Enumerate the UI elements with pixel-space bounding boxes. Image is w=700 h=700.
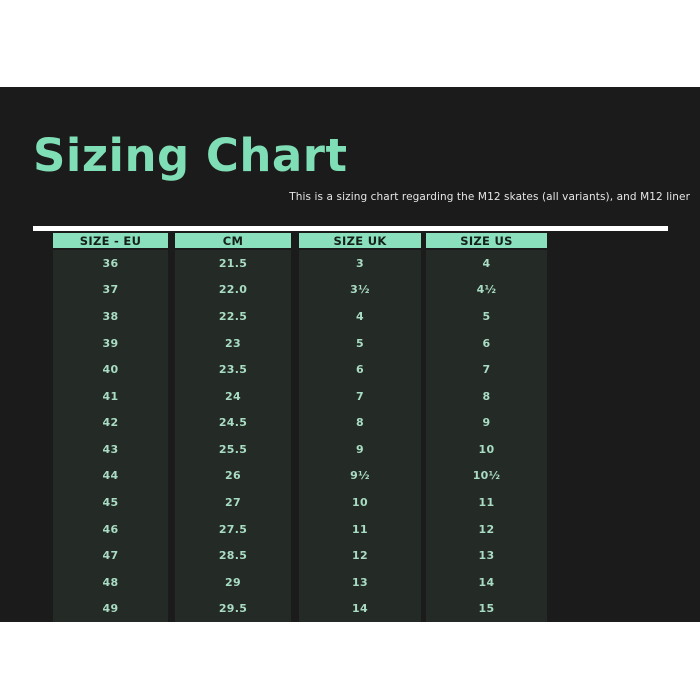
column-header: SIZE - EU — [53, 233, 168, 248]
value-cell: 3 — [356, 256, 364, 270]
column-body: 4 4½ 5 6 7 8 9 10 10½ 11 12 13 14 15 — [426, 250, 547, 622]
value-cell: 10½ — [472, 469, 501, 483]
value-cell: 23 — [225, 336, 241, 350]
value-cell: 43 — [102, 442, 119, 456]
value-cell: 6 — [356, 363, 364, 377]
table-column-size-us: SIZE US 4 4½ 5 6 7 8 9 10 10½ 11 12 13 14 15 — [426, 233, 547, 622]
column-header: SIZE UK — [299, 233, 421, 248]
table-column-size-uk: SIZE UK 3 3½ 4 5 6 7 8 9 9½ 10 11 12 13 14 — [299, 233, 421, 622]
value-cell: 36 — [102, 256, 119, 270]
value-cell: 28.5 — [218, 549, 248, 563]
value-cell: 13 — [478, 549, 495, 563]
table-column-size-eu: SIZE - EU 36 37 38 39 40 41 42 43 44 45 46 47 48 49 — [53, 233, 168, 622]
value-cell: 9½ — [350, 469, 370, 483]
column-header: SIZE US — [426, 233, 547, 248]
column-header: CM — [175, 233, 291, 248]
value-cell: 9 — [356, 442, 364, 456]
value-cell: 48 — [102, 575, 119, 589]
sizing-table: SIZE - EU 36 37 38 39 40 41 42 43 44 45 46 47 48 49 CM 2… — [0, 233, 700, 622]
value-cell: 12 — [478, 522, 495, 536]
value-cell: 10 — [352, 495, 368, 509]
page-title: Sizing Chart — [33, 129, 348, 182]
value-cell: 14 — [478, 575, 495, 589]
value-cell: 4½ — [476, 283, 497, 297]
value-cell: 7 — [356, 389, 364, 403]
value-cell: 40 — [102, 363, 119, 377]
value-cell: 8 — [356, 416, 364, 430]
value-cell: 4 — [482, 256, 491, 270]
value-cell: 41 — [102, 389, 119, 403]
value-cell: 27 — [225, 495, 241, 509]
column-body: 3 3½ 4 5 6 7 8 9 9½ 10 11 12 13 14 — [299, 250, 421, 622]
value-cell: 27.5 — [218, 522, 248, 536]
value-cell: 11 — [478, 495, 495, 509]
table-column-cm: CM 21.5 22.0 22.5 23 23.5 24 24.5 25.5 26 27 27.5 28… — [175, 233, 291, 622]
value-cell: 13 — [352, 575, 368, 589]
value-cell: 11 — [352, 522, 368, 536]
divider-line — [33, 226, 668, 231]
value-cell: 29 — [225, 575, 241, 589]
value-cell: 47 — [102, 549, 119, 563]
value-cell: 14 — [352, 602, 368, 616]
value-cell: 10 — [478, 442, 495, 456]
value-cell: 8 — [482, 389, 491, 403]
value-cell: 37 — [102, 283, 119, 297]
value-cell: 38 — [102, 309, 119, 323]
value-cell: 15 — [478, 602, 495, 616]
value-cell: 26 — [225, 469, 241, 483]
value-cell: 45 — [102, 495, 119, 509]
value-cell: 21.5 — [218, 256, 248, 270]
value-cell: 23.5 — [218, 363, 248, 377]
value-cell: 24 — [225, 389, 241, 403]
value-cell: 29.5 — [218, 602, 248, 616]
value-cell: 24.5 — [218, 416, 248, 430]
value-cell: 5 — [356, 336, 364, 350]
value-cell: 22.0 — [218, 283, 248, 297]
sizing-chart-panel: Sizing Chart This is a sizing chart rega… — [0, 87, 700, 622]
value-cell: 39 — [102, 336, 119, 350]
subtitle-text: This is a sizing chart regarding the M12… — [289, 191, 690, 203]
value-cell: 4 — [356, 309, 364, 323]
value-cell: 5 — [482, 309, 491, 323]
value-cell: 3½ — [350, 283, 370, 297]
value-cell: 6 — [482, 336, 491, 350]
value-cell: 42 — [102, 416, 119, 430]
value-cell: 25.5 — [218, 442, 248, 456]
column-body: 21.5 22.0 22.5 23 23.5 24 24.5 25.5 26 27 27.5 28.5… — [175, 250, 291, 622]
value-cell: 44 — [102, 469, 119, 483]
column-body: 36 37 38 39 40 41 42 43 44 45 46 47 48 49 — [53, 250, 168, 622]
value-cell: 22.5 — [218, 309, 248, 323]
value-cell: 7 — [482, 363, 491, 377]
value-cell: 46 — [102, 522, 119, 536]
value-cell: 49 — [102, 602, 119, 616]
value-cell: 12 — [352, 549, 368, 563]
value-cell: 9 — [482, 416, 491, 430]
